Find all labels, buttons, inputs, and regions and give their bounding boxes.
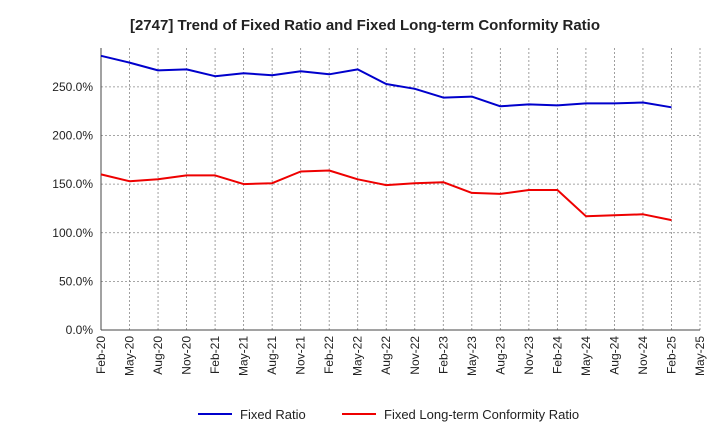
legend-label-fixed-long-term-conformity-ratio: Fixed Long-term Conformity Ratio — [384, 407, 579, 422]
x-tick-label: May-25 — [693, 336, 707, 376]
x-tick-label: Nov-22 — [408, 336, 422, 375]
y-tick-label: 0.0% — [66, 323, 94, 337]
x-tick-label: Nov-20 — [180, 336, 194, 375]
x-tick-label: Aug-24 — [607, 336, 621, 375]
x-tick-label: Feb-25 — [664, 336, 678, 374]
chart-title: [2747] Trend of Fixed Ratio and Fixed Lo… — [130, 17, 600, 34]
y-tick-label: 100.0% — [52, 226, 93, 240]
y-tick-label: 50.0% — [59, 274, 93, 288]
axes: Feb-20 May-20 Aug-20 Nov-20 Feb-21 May-21 Aug-… — [52, 48, 707, 376]
x-tick-label: May-23 — [465, 336, 479, 376]
y-tick-label: 200.0% — [52, 129, 93, 143]
x-tick-label: May-22 — [351, 336, 365, 376]
x-tick-label: Aug-20 — [151, 336, 165, 375]
x-tick-label: Feb-23 — [436, 336, 450, 374]
x-tick-label: May-24 — [579, 336, 593, 376]
x-tick-label: Aug-21 — [265, 336, 279, 375]
x-tick-label: Nov-23 — [522, 336, 536, 375]
series-line-fixed-ratio — [100, 54, 672, 109]
x-tick-label: Aug-22 — [379, 336, 393, 375]
y-tick-label: 150.0% — [52, 177, 93, 191]
x-tick-label: Feb-20 — [94, 336, 108, 374]
series-lines — [100, 54, 672, 222]
x-tick-label: Feb-21 — [208, 336, 222, 374]
x-tick-label: Nov-21 — [294, 336, 308, 375]
x-tick-label: May-21 — [237, 336, 251, 376]
y-tick-label: 250.0% — [52, 80, 93, 94]
gridlines — [100, 48, 701, 331]
x-tick-label: Nov-24 — [636, 336, 650, 375]
x-tick-label: Aug-23 — [493, 336, 507, 375]
legend: Fixed Ratio Fixed Long-term Conformity R… — [198, 407, 579, 422]
series-line-fixed-long-term-conformity-ratio — [100, 169, 672, 222]
x-tick-label: Feb-22 — [322, 336, 336, 374]
legend-label-fixed-ratio: Fixed Ratio — [240, 407, 306, 422]
x-tick-label: May-20 — [123, 336, 137, 376]
x-tick-label: Feb-24 — [550, 336, 564, 374]
